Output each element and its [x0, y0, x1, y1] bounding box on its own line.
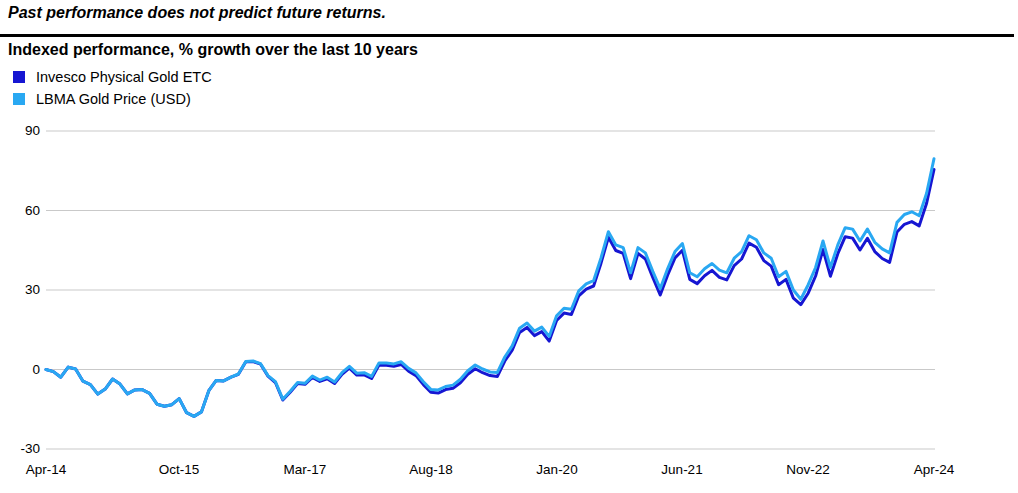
y-axis-tick-label: 90 — [0, 124, 40, 138]
y-axis-tick-label: 60 — [0, 204, 40, 218]
x-axis-tick-label: Oct-15 — [144, 463, 214, 477]
series-line-invesco-physical-gold-etc — [46, 169, 934, 416]
x-axis-tick-label: Jan-20 — [522, 463, 592, 477]
x-axis-tick-label: Apr-14 — [11, 463, 81, 477]
series-line-lbma-gold-price-usd- — [46, 159, 934, 417]
x-axis-tick-label: Aug-18 — [396, 463, 466, 477]
x-axis-tick-label: Nov-22 — [773, 463, 843, 477]
x-axis-tick-label: Apr-24 — [899, 463, 969, 477]
y-axis-tick-label: 30 — [0, 283, 40, 297]
gold-performance-line-chart — [0, 0, 1018, 493]
y-axis-tick-label: -30 — [0, 442, 40, 456]
x-axis-tick-label: Jun-21 — [647, 463, 717, 477]
y-axis-tick-label: 0 — [0, 363, 40, 377]
x-axis-tick-label: Mar-17 — [270, 463, 340, 477]
